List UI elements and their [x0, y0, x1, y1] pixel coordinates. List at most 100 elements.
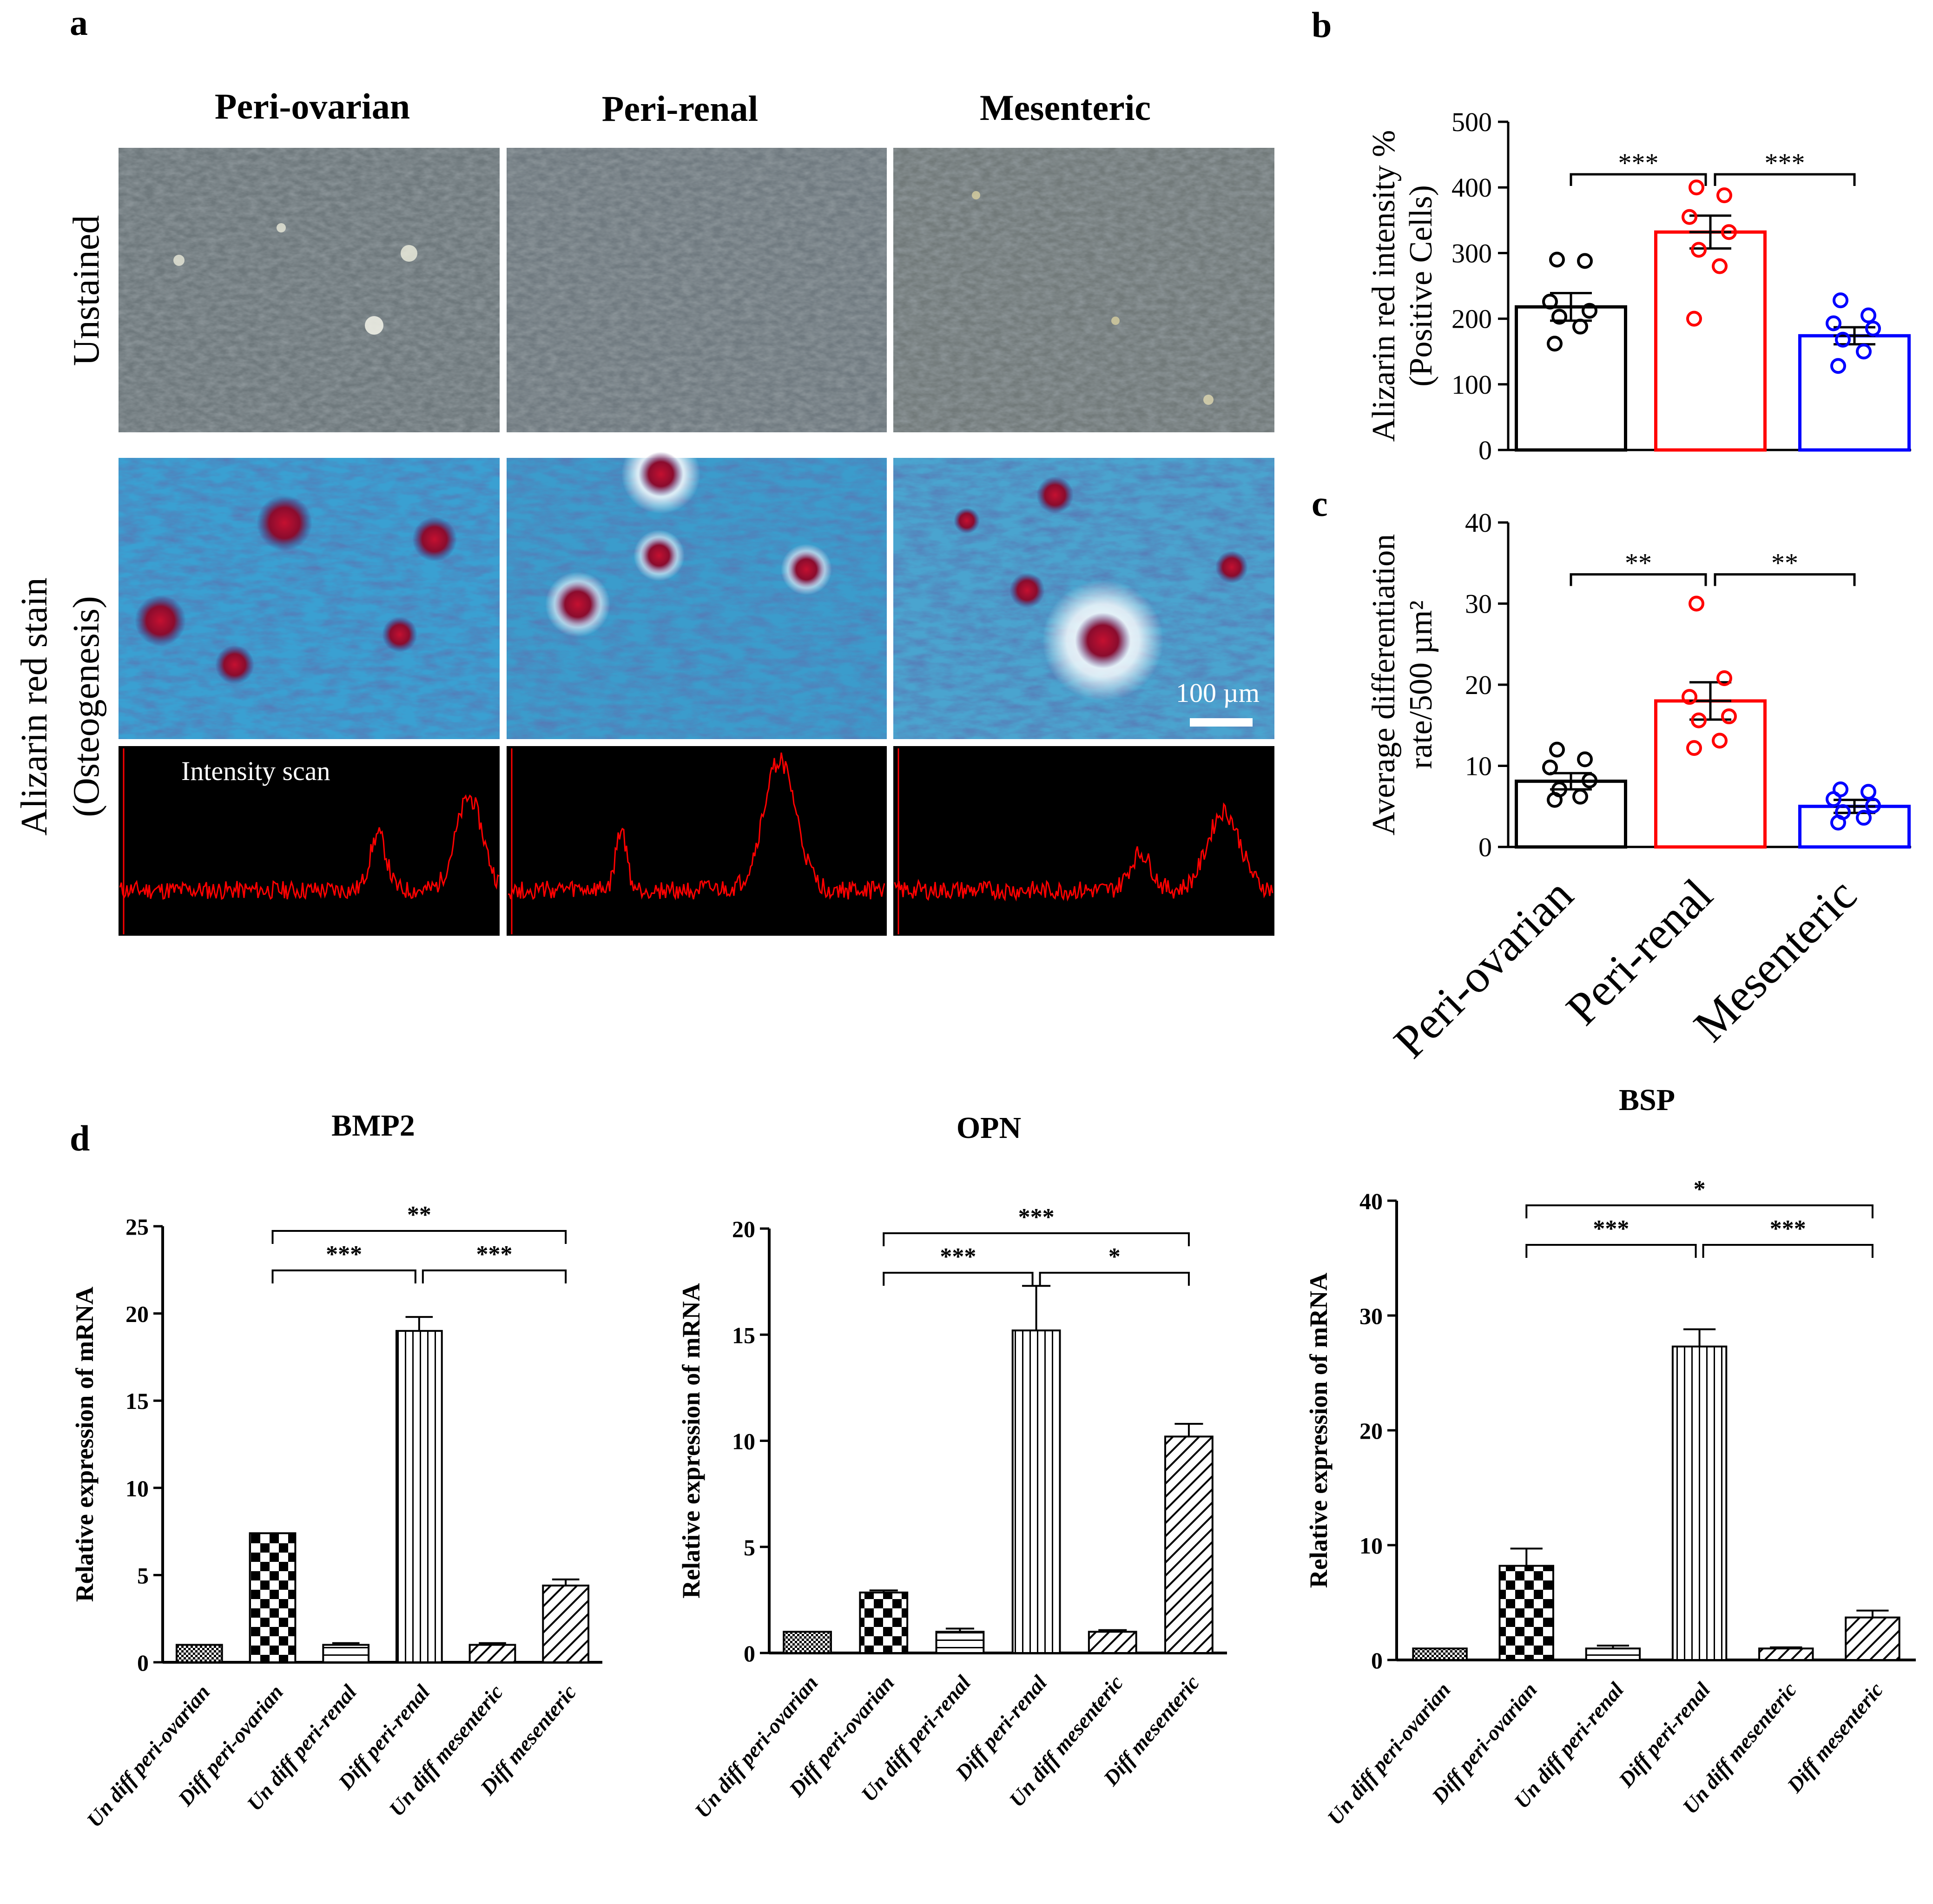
data-point — [1856, 810, 1872, 826]
bar — [322, 1644, 370, 1663]
y-tick-label: 500 — [1451, 107, 1492, 137]
panel-label-c: c — [1312, 483, 1328, 524]
y-tick-label: 25 — [125, 1214, 149, 1240]
data-point — [1860, 307, 1876, 324]
column-header-mesenteric: Mesenteric — [980, 87, 1151, 128]
data-point — [1830, 814, 1846, 831]
significance-label: ** — [1771, 548, 1798, 578]
bar — [468, 1644, 516, 1663]
significance-label: * — [1694, 1176, 1706, 1203]
data-point — [1691, 242, 1707, 258]
data-point — [1691, 712, 1707, 728]
data-point — [1577, 751, 1593, 767]
significance-bracket — [883, 1272, 1034, 1286]
y-axis-label: Alizarin red intensity % — [1366, 130, 1402, 442]
y-axis-label: Relative expression of mRNA — [1305, 1273, 1333, 1588]
data-point — [1835, 331, 1851, 348]
micrograph-unstained-row — [119, 148, 1274, 432]
x-tick-label: Un diff peri-ovarian — [82, 1680, 215, 1832]
significance-label: *** — [940, 1243, 976, 1270]
data-point — [1577, 253, 1593, 269]
scale-bar-label: 100 µm — [1176, 678, 1260, 708]
chart-b: 0 100 200 300 400 500 Alizarin red intensity %… — [1366, 107, 1911, 465]
x-tick-label: Diff peri-renal — [1614, 1678, 1715, 1792]
bar — [1011, 1329, 1061, 1654]
y-tick-label: 40 — [1465, 508, 1492, 538]
bar — [1515, 305, 1627, 452]
y-tick-label: 5 — [137, 1562, 149, 1588]
significance-bracket — [1702, 1244, 1874, 1258]
data-point — [1549, 741, 1565, 758]
y-axis-label: Average differentiation — [1366, 534, 1402, 836]
significance-label: *** — [1593, 1216, 1629, 1242]
y-tick-label: 200 — [1451, 304, 1492, 334]
significance-label: *** — [1770, 1216, 1806, 1242]
significance-bracket — [1570, 573, 1707, 586]
y-tick-label: 0 — [744, 1640, 755, 1666]
data-point — [1547, 792, 1563, 808]
data-point — [1689, 179, 1704, 196]
intensity-scan-trace — [508, 752, 885, 900]
data-point — [1686, 311, 1702, 327]
significance-bracket — [1525, 1244, 1697, 1258]
data-point — [1865, 320, 1881, 337]
y-tick-label: 15 — [732, 1322, 755, 1348]
y-tick-label: 15 — [125, 1388, 149, 1414]
bar — [1798, 334, 1911, 452]
panel-label-d: d — [70, 1118, 90, 1158]
significance-bracket — [1570, 173, 1707, 186]
chart-title: OPN — [957, 1111, 1021, 1145]
bar — [1088, 1631, 1137, 1654]
significance-bracket — [271, 1269, 416, 1283]
y-tick-label: 30 — [1465, 589, 1492, 619]
bar — [395, 1330, 443, 1664]
y-tick-label: 20 — [732, 1216, 755, 1242]
data-point — [1547, 336, 1563, 352]
intensity-scan-peri-renal — [507, 746, 887, 936]
data-point — [1572, 318, 1588, 335]
bar — [1671, 1345, 1728, 1661]
y-tick-label: 20 — [1359, 1418, 1383, 1444]
significance-bracket — [1714, 173, 1856, 186]
bar — [1515, 780, 1627, 849]
column-header-peri-renal: Peri-renal — [602, 88, 758, 129]
significance-label: *** — [1618, 148, 1659, 178]
data-point — [1686, 740, 1702, 756]
data-point — [1712, 733, 1728, 749]
column-header-peri-ovarian: Peri-ovarian — [215, 86, 410, 126]
micrograph-unstained-mesenteric — [893, 148, 1274, 432]
significance-label: *** — [1765, 148, 1805, 178]
y-tick-label: 40 — [1359, 1188, 1383, 1214]
significance-bracket — [1714, 573, 1856, 586]
significance-bracket — [883, 1232, 1190, 1246]
data-point — [1572, 788, 1588, 805]
data-point — [1826, 315, 1841, 331]
micrograph-stained-mesenteric — [893, 458, 1274, 739]
data-point — [1682, 209, 1697, 225]
y-tick-label: 0 — [1478, 832, 1492, 862]
row-label-stain-line1: Alizarin red stain — [14, 577, 55, 835]
significance-bracket — [422, 1269, 567, 1283]
data-point — [1860, 784, 1876, 800]
bar — [249, 1532, 297, 1664]
chart-c: 0 10 20 30 40 Average differentiation rate/500… — [1366, 508, 1911, 1068]
intensity-scan-trace — [119, 794, 500, 900]
y-tick-label: 0 — [1478, 435, 1492, 465]
bar — [935, 1631, 985, 1654]
row-label-stain-line2: (Osteogenesis) — [66, 596, 107, 817]
y-tick-label: 400 — [1451, 172, 1492, 203]
data-point — [1542, 759, 1558, 775]
row-label-unstained: Unstained — [66, 215, 107, 366]
scale-bar — [1190, 718, 1253, 727]
data-point — [1712, 258, 1728, 274]
significance-label: ** — [1625, 548, 1652, 578]
y-tick-label: 10 — [125, 1475, 149, 1501]
y-tick-label: 5 — [744, 1534, 755, 1560]
data-point — [1830, 358, 1846, 374]
y-tick-label: 10 — [1359, 1533, 1383, 1559]
data-point — [1582, 303, 1597, 319]
intensity-scan-traces — [119, 748, 1273, 934]
y-tick-label: 10 — [732, 1428, 755, 1454]
significance-label: ** — [407, 1202, 431, 1228]
y-tick-label: 10 — [1465, 751, 1492, 781]
